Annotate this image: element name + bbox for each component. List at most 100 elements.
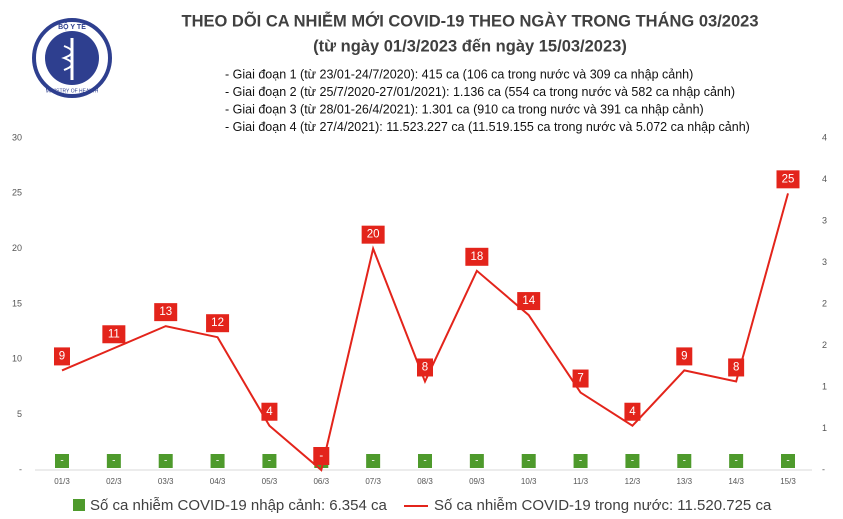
x-tick-label: 11/3	[573, 477, 589, 486]
y-tick-label: 30	[12, 132, 22, 142]
y2-tick-label: 4	[822, 174, 827, 184]
logo-text: BỘ Y TẾ	[58, 21, 86, 31]
y2-tick-label: 2	[822, 298, 827, 308]
x-tick-label: 02/3	[106, 477, 122, 486]
x-tick-label: 07/3	[365, 477, 381, 486]
data-label-box	[417, 358, 433, 377]
data-label-box	[366, 454, 381, 468]
y2-tick-label: 1	[822, 381, 827, 391]
data-label: -	[527, 456, 530, 467]
data-label: 4	[629, 406, 636, 418]
annotation: - Giai đoạn 2 (từ 25/7/2020-27/01/2021):…	[225, 85, 735, 99]
y-tick-label: 20	[12, 243, 22, 253]
data-label-box	[313, 447, 330, 465]
y-tick-label: 5	[17, 409, 22, 419]
annotation: - Giai đoạn 3 (từ 28/01-26/4/2021): 1.30…	[225, 102, 704, 116]
data-label-box	[521, 454, 536, 468]
y2-tick-label: 3	[822, 215, 827, 225]
data-label: -	[631, 456, 634, 467]
data-label: -	[268, 456, 271, 467]
data-label-box	[728, 358, 745, 377]
data-label-box	[102, 325, 126, 344]
data-label-box	[55, 454, 69, 468]
data-label-box	[776, 170, 800, 189]
data-label-box	[54, 347, 70, 366]
data-label: -	[60, 456, 63, 467]
x-tick-label: 12/3	[625, 477, 641, 486]
annotation: - Giai đoạn 4 (từ 27/4/2021): 11.523.227…	[225, 120, 750, 134]
data-label: -	[475, 456, 478, 467]
annotation: - Giai đoạn 1 (từ 23/01-24/7/2020): 415 …	[225, 67, 693, 81]
y-tick-label: -	[19, 464, 22, 474]
chart-subtitle: (từ ngày 01/3/2023 đến ngày 15/03/2023)	[313, 37, 627, 55]
legend-label: Số ca nhiễm COVID-19 nhập cảnh: 6.354 ca	[90, 497, 388, 514]
data-label-box	[158, 454, 173, 468]
data-label-box	[624, 402, 641, 421]
data-label: -	[579, 456, 582, 467]
y2-tick-label: -	[822, 464, 825, 474]
data-label-box	[210, 454, 225, 468]
data-label-box	[677, 454, 692, 468]
logo-text: MINISTRY OF HEALTH	[46, 88, 99, 94]
y-tick-label: 25	[12, 188, 22, 198]
data-label: -	[371, 456, 374, 467]
data-label: -	[786, 456, 789, 467]
data-label-box	[465, 247, 489, 266]
data-label-box	[261, 402, 278, 421]
data-label-box	[676, 347, 693, 366]
x-tick-label: 15/3	[780, 477, 796, 486]
data-label-box	[418, 454, 432, 468]
data-label-box	[106, 454, 121, 468]
legend-label: Số ca nhiễm COVID-19 trong nước: 11.520.…	[434, 497, 772, 514]
logo-snake	[61, 45, 73, 71]
data-label: -	[164, 456, 167, 467]
data-label-box	[781, 454, 795, 468]
line	[61, 193, 789, 472]
data-label: 11	[108, 328, 120, 340]
x-tick-label: 13/3	[676, 477, 692, 486]
y-tick-label: 15	[12, 298, 22, 308]
x-tick-label: 05/3	[262, 477, 278, 486]
data-label-box	[517, 292, 541, 311]
data-label: 12	[211, 317, 224, 329]
data-label: 9	[681, 350, 687, 362]
data-label: -	[216, 456, 219, 467]
data-label: 7	[577, 373, 583, 385]
data-label: -	[319, 450, 323, 462]
x-tick-label: 10/3	[521, 477, 537, 486]
data-label-box	[572, 369, 589, 388]
data-label: 4	[266, 406, 273, 418]
data-label: -	[734, 456, 737, 467]
data-label-box	[729, 454, 744, 468]
data-label-box	[573, 454, 588, 468]
logo: BỘ Y TẾ MINISTRY OF HEALTH	[32, 18, 112, 98]
data-label: 14	[522, 295, 535, 307]
legend-swatch	[73, 499, 85, 511]
data-label-box	[469, 454, 484, 468]
x-tick-label: 01/3	[54, 477, 70, 486]
x-tick-label: 06/3	[313, 477, 329, 486]
y2-tick-label: 1	[822, 423, 827, 433]
y2-tick-label: 4	[822, 132, 827, 142]
data-label: 8	[422, 361, 428, 373]
data-label-box	[262, 454, 277, 468]
data-label: 25	[782, 173, 795, 185]
data-label-box	[625, 454, 640, 468]
x-tick-label: 08/3	[417, 477, 433, 486]
data-label-box	[361, 225, 385, 244]
data-label: 20	[367, 229, 380, 241]
x-tick-label: 04/3	[210, 477, 226, 486]
data-label: 18	[470, 251, 483, 263]
x-tick-label: 03/3	[158, 477, 174, 486]
y2-tick-label: 3	[822, 257, 827, 267]
x-tick-label: 09/3	[469, 477, 485, 486]
data-label-box	[154, 303, 178, 322]
y2-tick-label: 2	[822, 340, 827, 350]
chart-title: THEO DÕI CA NHIỄM MỚI COVID-19 THEO NGÀY…	[182, 10, 759, 30]
data-label: 13	[159, 306, 172, 318]
data-label-box	[206, 314, 230, 333]
x-tick-label: 14/3	[728, 477, 744, 486]
data-label: -	[423, 456, 426, 467]
data-label: 9	[59, 350, 65, 362]
